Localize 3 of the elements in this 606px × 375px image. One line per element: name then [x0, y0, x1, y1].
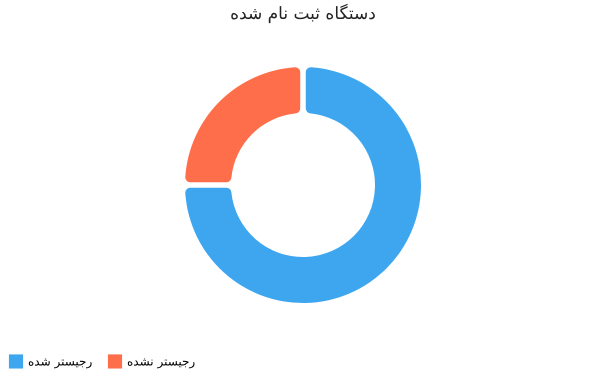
chart-title: دستگاه ثبت نام شده [230, 3, 376, 24]
legend-label: رجیستر نشده [127, 354, 196, 368]
legend-label: رجیستر شده [28, 354, 92, 368]
